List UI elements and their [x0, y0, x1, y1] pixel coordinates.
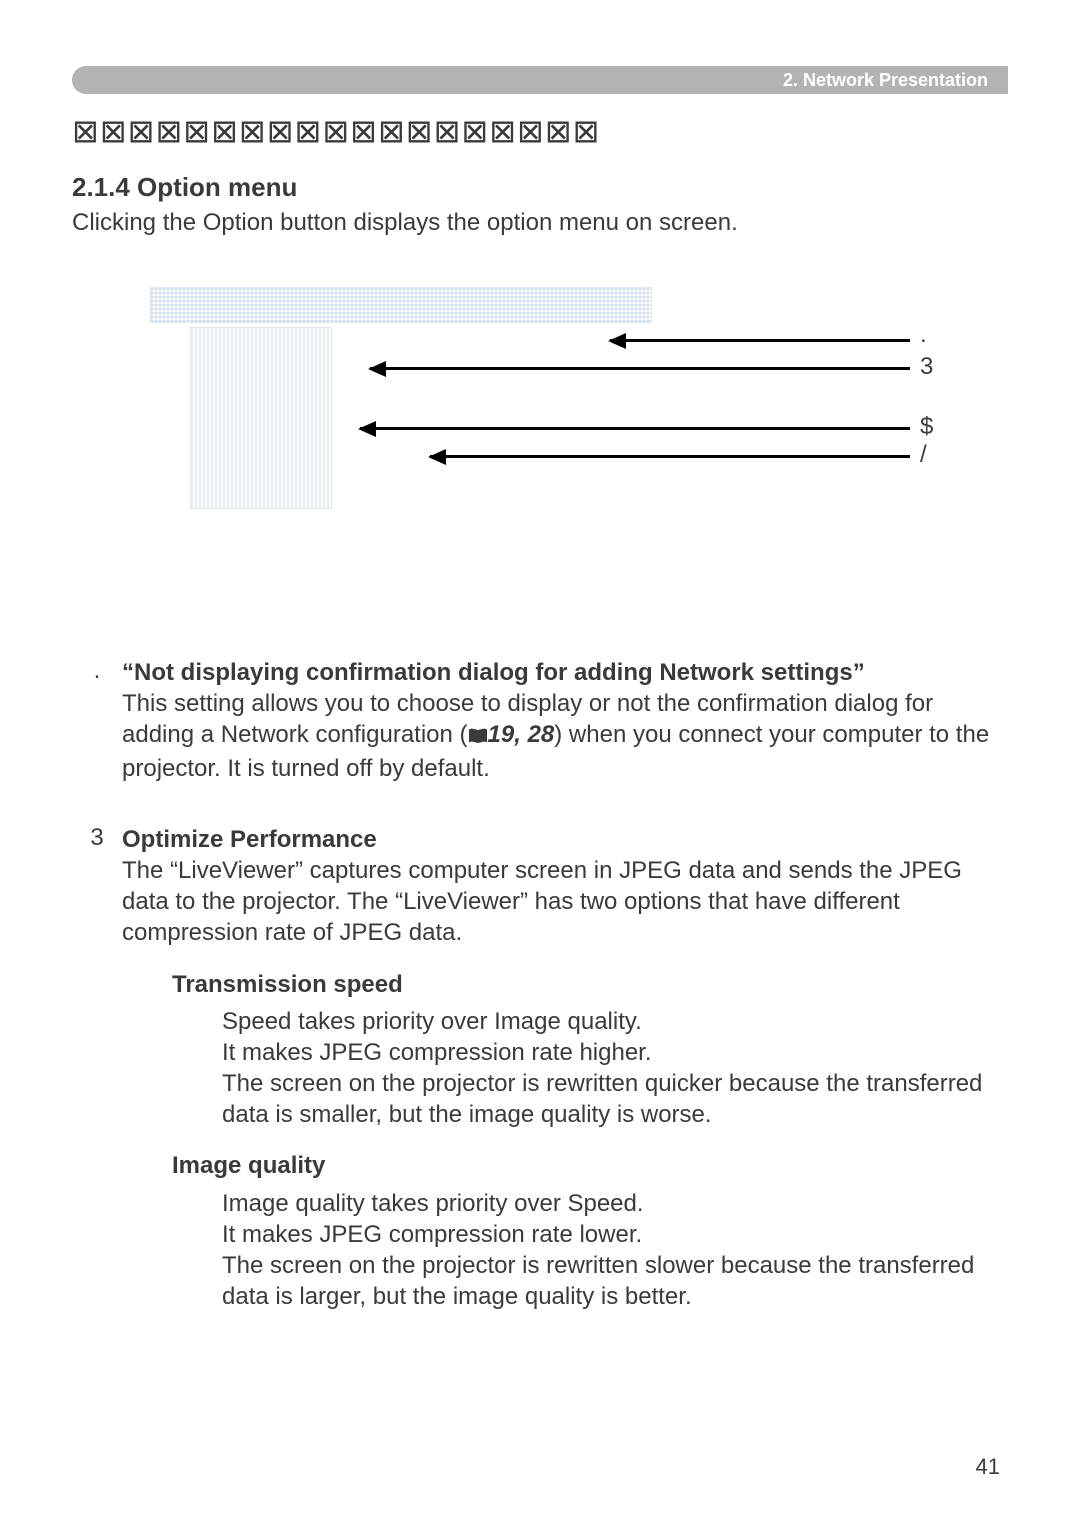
- item-title: “Not displaying confirmation dialog for …: [122, 659, 865, 686]
- list-content: “Not displaying confirmation dialog for …: [122, 657, 1008, 784]
- sub-line: The screen on the projector is rewritten…: [222, 1252, 974, 1310]
- figure: . 3 $/: [150, 287, 930, 567]
- figure-titlebar: [150, 287, 652, 323]
- page: 2. Network Presentation ⊠⊠⊠⊠⊠⊠⊠⊠⊠⊠⊠⊠⊠⊠⊠⊠…: [0, 0, 1080, 1526]
- section-intro: Clicking the Option button displays the …: [72, 209, 1008, 237]
- sublist: Transmission speed: [122, 969, 1008, 1000]
- sublist: Image quality: [122, 1150, 1008, 1181]
- figure-sidebar: [190, 327, 332, 509]
- arrow: [610, 339, 910, 342]
- sub-line: Image quality takes priority over Speed.: [222, 1190, 644, 1217]
- sub-line: Speed takes priority over Image quality.: [222, 1008, 642, 1035]
- header-bar: 2. Network Presentation: [72, 66, 1008, 94]
- sub-body: Speed takes priority over Image quality.…: [122, 1006, 1008, 1131]
- page-number: 41: [976, 1454, 1000, 1480]
- book-icon: [468, 721, 488, 752]
- glyph-row: ⊠⊠⊠⊠⊠⊠⊠⊠⊠⊠⊠⊠⊠⊠⊠⊠⊠⊠⊠: [72, 112, 1008, 150]
- section-title: 2.1.4 Option menu: [72, 172, 1008, 203]
- sub-title: Image quality: [172, 1150, 1008, 1181]
- sub-body: Image quality takes priority over Speed.…: [122, 1188, 1008, 1313]
- list-marker: 3: [72, 824, 122, 1313]
- body: . “Not displaying confirmation dialog fo…: [72, 657, 1008, 1312]
- arrow: [360, 427, 910, 430]
- list-item: 3 Optimize Performance The “LiveViewer” …: [72, 824, 1008, 1313]
- arrow: [430, 455, 910, 458]
- list-content: Optimize Performance The “LiveViewer” ca…: [122, 824, 1008, 1313]
- arrow-label: .: [920, 321, 927, 349]
- item-body: The “LiveViewer” captures computer scree…: [122, 857, 962, 946]
- list-item: . “Not displaying confirmation dialog fo…: [72, 657, 1008, 784]
- sub-line: The screen on the projector is rewritten…: [222, 1070, 982, 1128]
- item-title: Optimize Performance: [122, 826, 377, 853]
- sub-line: It makes JPEG compression rate lower.: [222, 1221, 642, 1248]
- arrow-label: $: [920, 413, 933, 441]
- sub-title: Transmission speed: [172, 969, 1008, 1000]
- arrow: [370, 367, 910, 370]
- sub-line: It makes JPEG compression rate higher.: [222, 1039, 652, 1066]
- breadcrumb: 2. Network Presentation: [783, 70, 988, 91]
- page-ref: 19, 28: [488, 721, 555, 748]
- arrow-label: /: [920, 441, 927, 469]
- arrow-label: 3: [920, 353, 933, 381]
- list-marker: .: [72, 657, 122, 784]
